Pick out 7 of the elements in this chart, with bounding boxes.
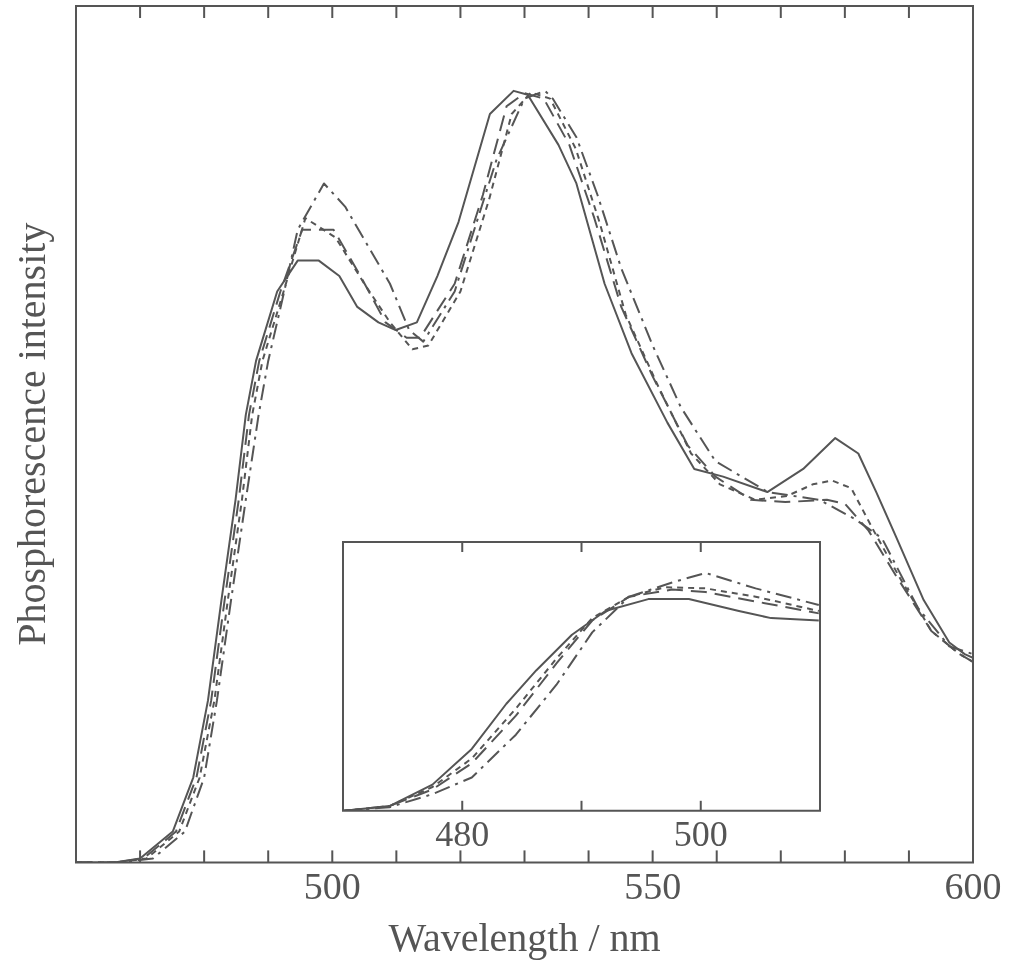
x-tick-label: 550	[624, 865, 682, 908]
x-axis-title: Wavelength / nm	[388, 914, 661, 960]
x-tick-label: 600	[944, 865, 1002, 908]
x-tick-label: 480	[435, 813, 490, 854]
y-axis-title: Phosphorescence intensity	[8, 222, 54, 646]
x-tick-label: 500	[673, 813, 728, 854]
x-tick-label: 500	[303, 865, 361, 908]
